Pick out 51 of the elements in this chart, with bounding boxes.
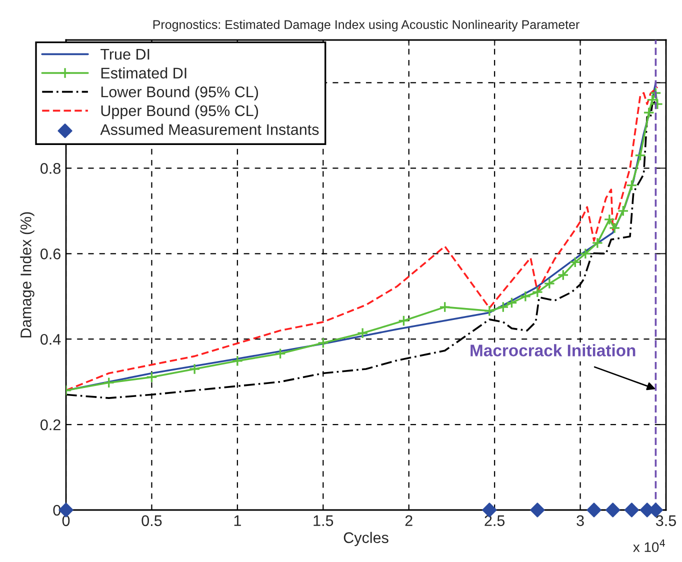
point [188,363,200,375]
point [569,256,581,268]
point [530,502,545,518]
chart-title: Prognostics: Estimated Damage Index using Acoustic Nonlinearity Parameter [153,20,580,32]
point [317,337,329,349]
point [557,269,569,281]
point [634,150,646,162]
x-tick-label: 0.5 [142,515,162,526]
point [520,290,532,302]
legend-label: Upper Bound (95% CL) [101,104,258,120]
point [497,301,509,313]
y-tick-label: 0.8 [40,163,60,174]
legend-label: Estimated DI [101,67,186,79]
point [580,248,592,260]
point [624,502,639,518]
annotation: Macrocrack Initiation [470,344,636,356]
point [356,327,368,339]
point [617,205,629,217]
point [586,502,602,518]
point [506,297,518,308]
point [439,301,451,313]
point [544,278,556,290]
text: x 10$^{4}$ [633,540,665,552]
point [608,222,620,234]
legend-label: Assumed Measurement Instants [100,124,319,135]
point [232,355,244,367]
y-tick-label: 0.2 [40,419,60,430]
point [532,286,544,298]
point [484,305,496,317]
x-tick-label: 2.5 [484,515,505,526]
point [606,502,620,518]
x-tick-label: 2 [405,515,412,526]
point [103,376,115,388]
point [604,214,616,226]
x-tick-label: 3.5 [656,515,676,526]
point [626,180,638,191]
point [652,98,664,110]
legend-label: Lower Bound (95% CL) [101,86,258,100]
y-tick-label: 0.4 [40,334,61,345]
point [643,106,655,118]
y-tick-label: 0.6 [40,248,60,260]
x-tick-label: 1.5 [314,515,334,526]
y-axis-title: Damage Index (%) [20,212,34,338]
point [592,237,604,249]
x-tick-label: 1 [234,515,241,526]
point [398,315,410,326]
x-axis-title: Cycles [344,532,388,546]
point [146,371,158,383]
legend-label: True DI [100,49,150,60]
x-tick-label: 3 [576,515,584,526]
point [274,348,286,360]
